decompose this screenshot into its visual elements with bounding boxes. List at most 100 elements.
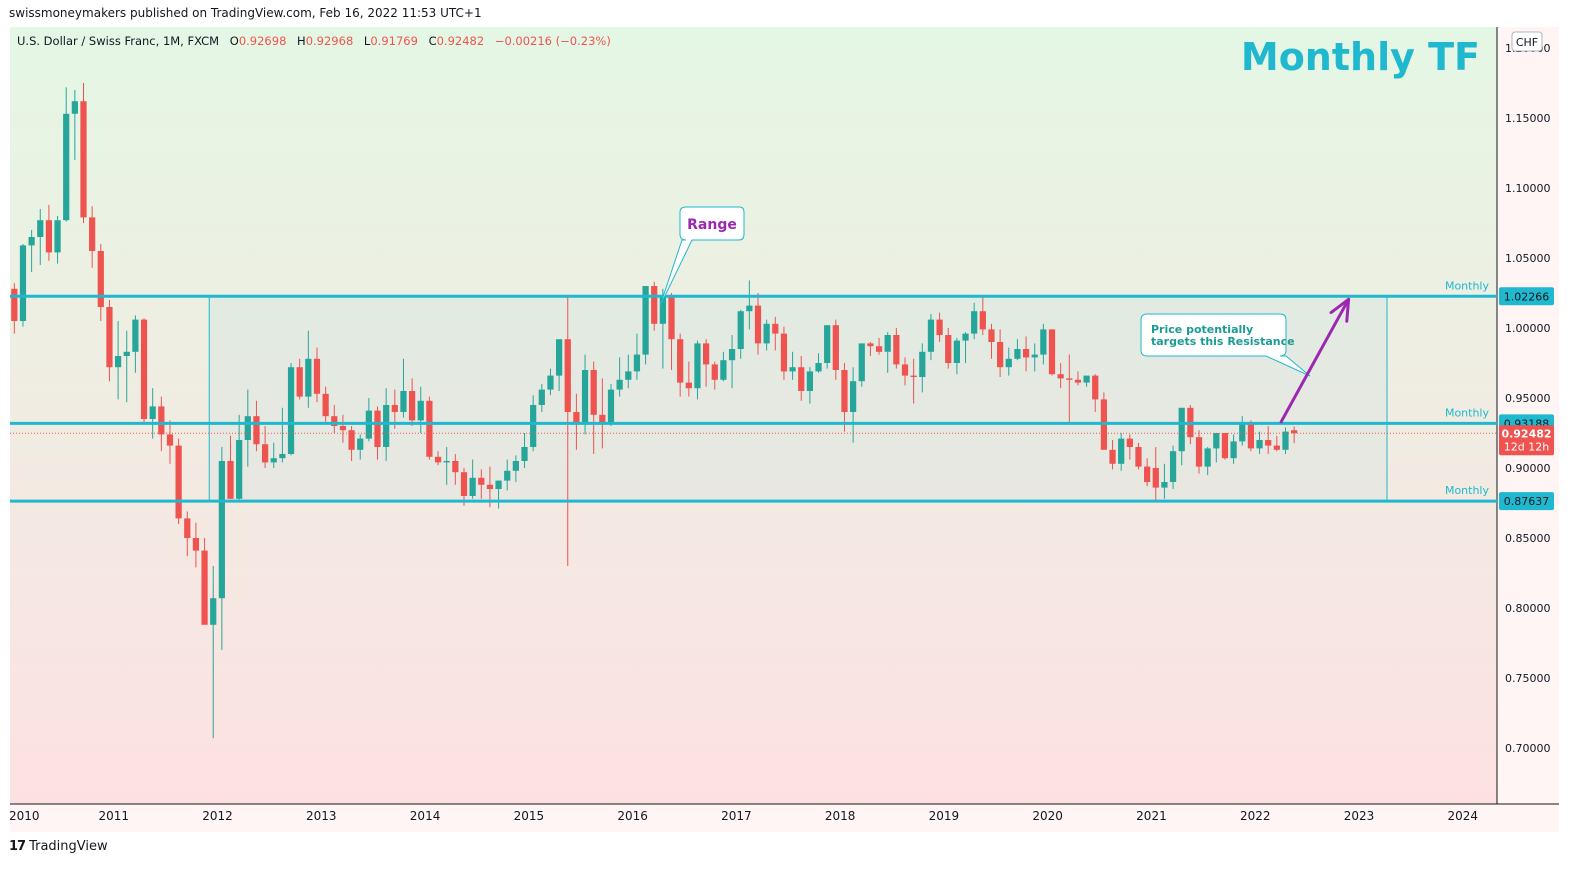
candle bbox=[1144, 458, 1151, 487]
candle-body bbox=[530, 405, 537, 447]
candle bbox=[1135, 442, 1142, 470]
currency-button-frame bbox=[1511, 31, 1543, 52]
candle-body bbox=[339, 426, 347, 431]
symbol-name: U.S. Dollar / Swiss Franc, 1M, FXCM bbox=[17, 34, 219, 48]
candle-body bbox=[763, 323, 770, 344]
candle-body bbox=[1014, 349, 1021, 359]
candle bbox=[348, 426, 355, 461]
candle-body bbox=[806, 371, 813, 391]
candle-body bbox=[1031, 354, 1038, 358]
range-callout[interactable]: Range bbox=[659, 206, 745, 307]
candle bbox=[313, 347, 321, 403]
candle-body bbox=[253, 416, 260, 445]
candle-body bbox=[426, 400, 433, 457]
candle-body bbox=[694, 343, 701, 389]
candle-body bbox=[919, 351, 926, 377]
candle bbox=[521, 433, 528, 468]
candle-body bbox=[737, 311, 744, 349]
candle bbox=[140, 318, 148, 424]
candle bbox=[772, 316, 779, 351]
candle-body bbox=[642, 286, 649, 355]
candle-body bbox=[702, 343, 710, 365]
candle-body bbox=[322, 393, 329, 417]
candle-body bbox=[270, 458, 277, 463]
candle bbox=[927, 314, 935, 361]
currency-button-label: CHF bbox=[1516, 36, 1538, 49]
footer-brand: TradingView bbox=[29, 839, 108, 854]
candle-body bbox=[953, 340, 960, 363]
candle bbox=[1057, 363, 1064, 389]
candle-body bbox=[1221, 433, 1229, 459]
candle bbox=[322, 386, 329, 422]
candle-body bbox=[313, 358, 321, 394]
candle bbox=[37, 209, 44, 265]
candle bbox=[694, 340, 701, 400]
y-tick-label: 0.75000 bbox=[1505, 672, 1551, 685]
candle-body bbox=[651, 286, 658, 324]
candles bbox=[11, 83, 1298, 739]
candle-body bbox=[521, 447, 528, 461]
candle bbox=[1265, 426, 1272, 454]
candle bbox=[305, 330, 312, 408]
y-tick-label: 1.10000 bbox=[1505, 182, 1551, 195]
candle-body bbox=[89, 217, 96, 251]
candle bbox=[702, 339, 710, 387]
x-tick-label: 2016 bbox=[617, 809, 648, 823]
candle-body bbox=[936, 319, 943, 335]
candle bbox=[971, 302, 978, 340]
candle-body bbox=[495, 480, 502, 489]
candle bbox=[97, 244, 104, 321]
level-price-text-3: 0.87637 bbox=[1504, 495, 1550, 508]
candle bbox=[919, 343, 926, 393]
candle-body bbox=[1048, 329, 1056, 375]
candle-body bbox=[331, 416, 338, 426]
symbol-legend: U.S. Dollar / Swiss Franc, 1M, FXCM O0.9… bbox=[17, 34, 611, 48]
candle-body bbox=[132, 319, 139, 352]
candle bbox=[434, 451, 442, 466]
candle-body bbox=[1074, 379, 1082, 383]
target-arrow-head bbox=[1329, 297, 1351, 323]
candle-body bbox=[486, 484, 494, 489]
candle bbox=[149, 388, 156, 439]
candle-body bbox=[1152, 468, 1159, 488]
level-label-2: Monthly bbox=[1445, 406, 1490, 419]
candle-body bbox=[417, 400, 424, 421]
x-axis-ticks: 2010 2011 2012 2013 2014 2015 2016 2017 2018 2019… bbox=[9, 809, 1478, 823]
candle bbox=[400, 358, 407, 418]
candle bbox=[988, 323, 995, 359]
candle-body bbox=[149, 406, 156, 419]
candle-body bbox=[850, 381, 857, 412]
candle bbox=[997, 329, 1004, 377]
candle-body bbox=[434, 456, 442, 463]
candle bbox=[512, 455, 519, 482]
candle bbox=[858, 343, 865, 387]
candle bbox=[841, 363, 848, 432]
candle-body bbox=[616, 379, 623, 390]
candle-body bbox=[1291, 430, 1298, 434]
candle-body bbox=[1195, 437, 1203, 467]
candle bbox=[80, 83, 87, 223]
y-tick-label: 0.80000 bbox=[1505, 602, 1551, 615]
candle bbox=[11, 283, 18, 334]
candle-body bbox=[97, 251, 104, 307]
candle bbox=[754, 293, 762, 355]
plot-background bbox=[10, 27, 1497, 804]
candle bbox=[63, 87, 70, 222]
candle-body bbox=[538, 389, 545, 405]
currency-button[interactable]: CHF bbox=[1511, 31, 1543, 52]
candle-body bbox=[469, 477, 476, 496]
candle-body bbox=[140, 319, 148, 419]
candle bbox=[1221, 433, 1229, 460]
candle bbox=[711, 361, 718, 390]
candle bbox=[1022, 336, 1030, 372]
candle bbox=[893, 328, 900, 369]
candle bbox=[1178, 407, 1185, 466]
candle bbox=[720, 351, 727, 382]
candle bbox=[19, 244, 27, 327]
target-callout[interactable]: Price potentially targets this Resistanc… bbox=[1140, 313, 1311, 377]
candle-body bbox=[754, 305, 762, 344]
candle-body bbox=[114, 356, 122, 368]
candle-body bbox=[867, 343, 874, 347]
